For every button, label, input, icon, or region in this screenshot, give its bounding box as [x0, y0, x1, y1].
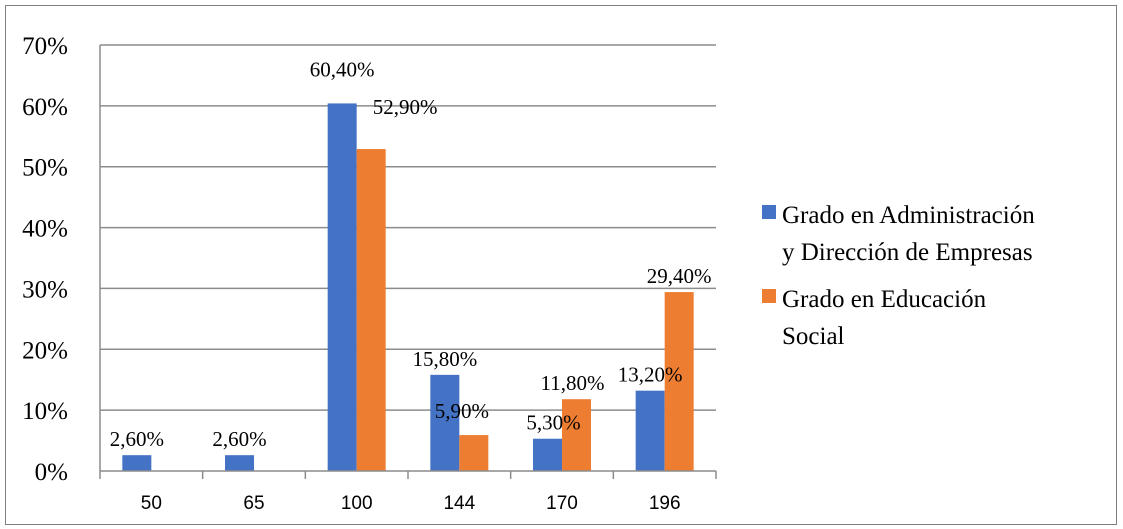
- data-labels: 2,60% 2,60% 60,40% 52,90% 15,80% 5,90% 5,30% 11…: [110, 57, 712, 451]
- bar: [562, 399, 591, 471]
- y-axis: 0% 10% 20% 30% 40% 50% 60% 70%: [22, 33, 101, 486]
- x-tick-label: 50: [141, 493, 162, 514]
- legend-label: y Dirección de Empresas: [782, 239, 1033, 266]
- bar: [635, 390, 665, 471]
- bar: [430, 374, 460, 471]
- bar: [327, 103, 357, 472]
- data-label: 15,80%: [412, 347, 477, 371]
- data-label: 52,90%: [373, 95, 438, 119]
- chart-frame: [5, 5, 1117, 525]
- bar: [122, 455, 152, 471]
- legend-label: Grado en Administración: [782, 202, 1035, 229]
- legend-swatch: [762, 205, 776, 219]
- data-label: 11,80%: [541, 371, 605, 395]
- legend-label: Social: [782, 323, 845, 350]
- x-tick-label: 65: [243, 493, 264, 514]
- y-tick-label: 0%: [35, 459, 68, 486]
- bar: [664, 292, 694, 471]
- y-tick-label: 20%: [22, 337, 68, 364]
- y-tick-label: 10%: [22, 398, 68, 425]
- bar: [356, 149, 386, 471]
- bar: [459, 435, 489, 471]
- bars: [122, 103, 694, 472]
- x-tick-label: 196: [649, 493, 681, 514]
- data-label: 2,60%: [212, 427, 266, 451]
- bar: [533, 438, 562, 471]
- legend: Grado en Administración y Dirección de Em…: [762, 202, 1035, 350]
- y-tick-label: 60%: [22, 94, 68, 121]
- y-tick-label: 70%: [22, 33, 68, 60]
- data-label: 13,20%: [618, 363, 683, 387]
- legend-swatch: [762, 289, 776, 303]
- x-tick-label: 100: [341, 493, 373, 514]
- y-tick-label: 50%: [22, 155, 68, 182]
- y-tick-label: 30%: [22, 276, 68, 303]
- data-label: 5,90%: [435, 399, 489, 423]
- legend-label: Grado en Educación: [782, 286, 987, 313]
- x-axis: 50 65 100 144 170 196: [99, 470, 717, 514]
- data-label: 2,60%: [110, 427, 164, 451]
- x-tick-label: 170: [546, 493, 578, 514]
- data-label: 60,40%: [310, 57, 375, 81]
- data-label: 5,30%: [526, 411, 580, 435]
- x-tick-label: 144: [443, 493, 475, 514]
- gridlines: [100, 44, 716, 411]
- bar: [225, 455, 254, 471]
- data-label: 29,40%: [647, 264, 712, 288]
- y-tick-label: 40%: [22, 216, 68, 243]
